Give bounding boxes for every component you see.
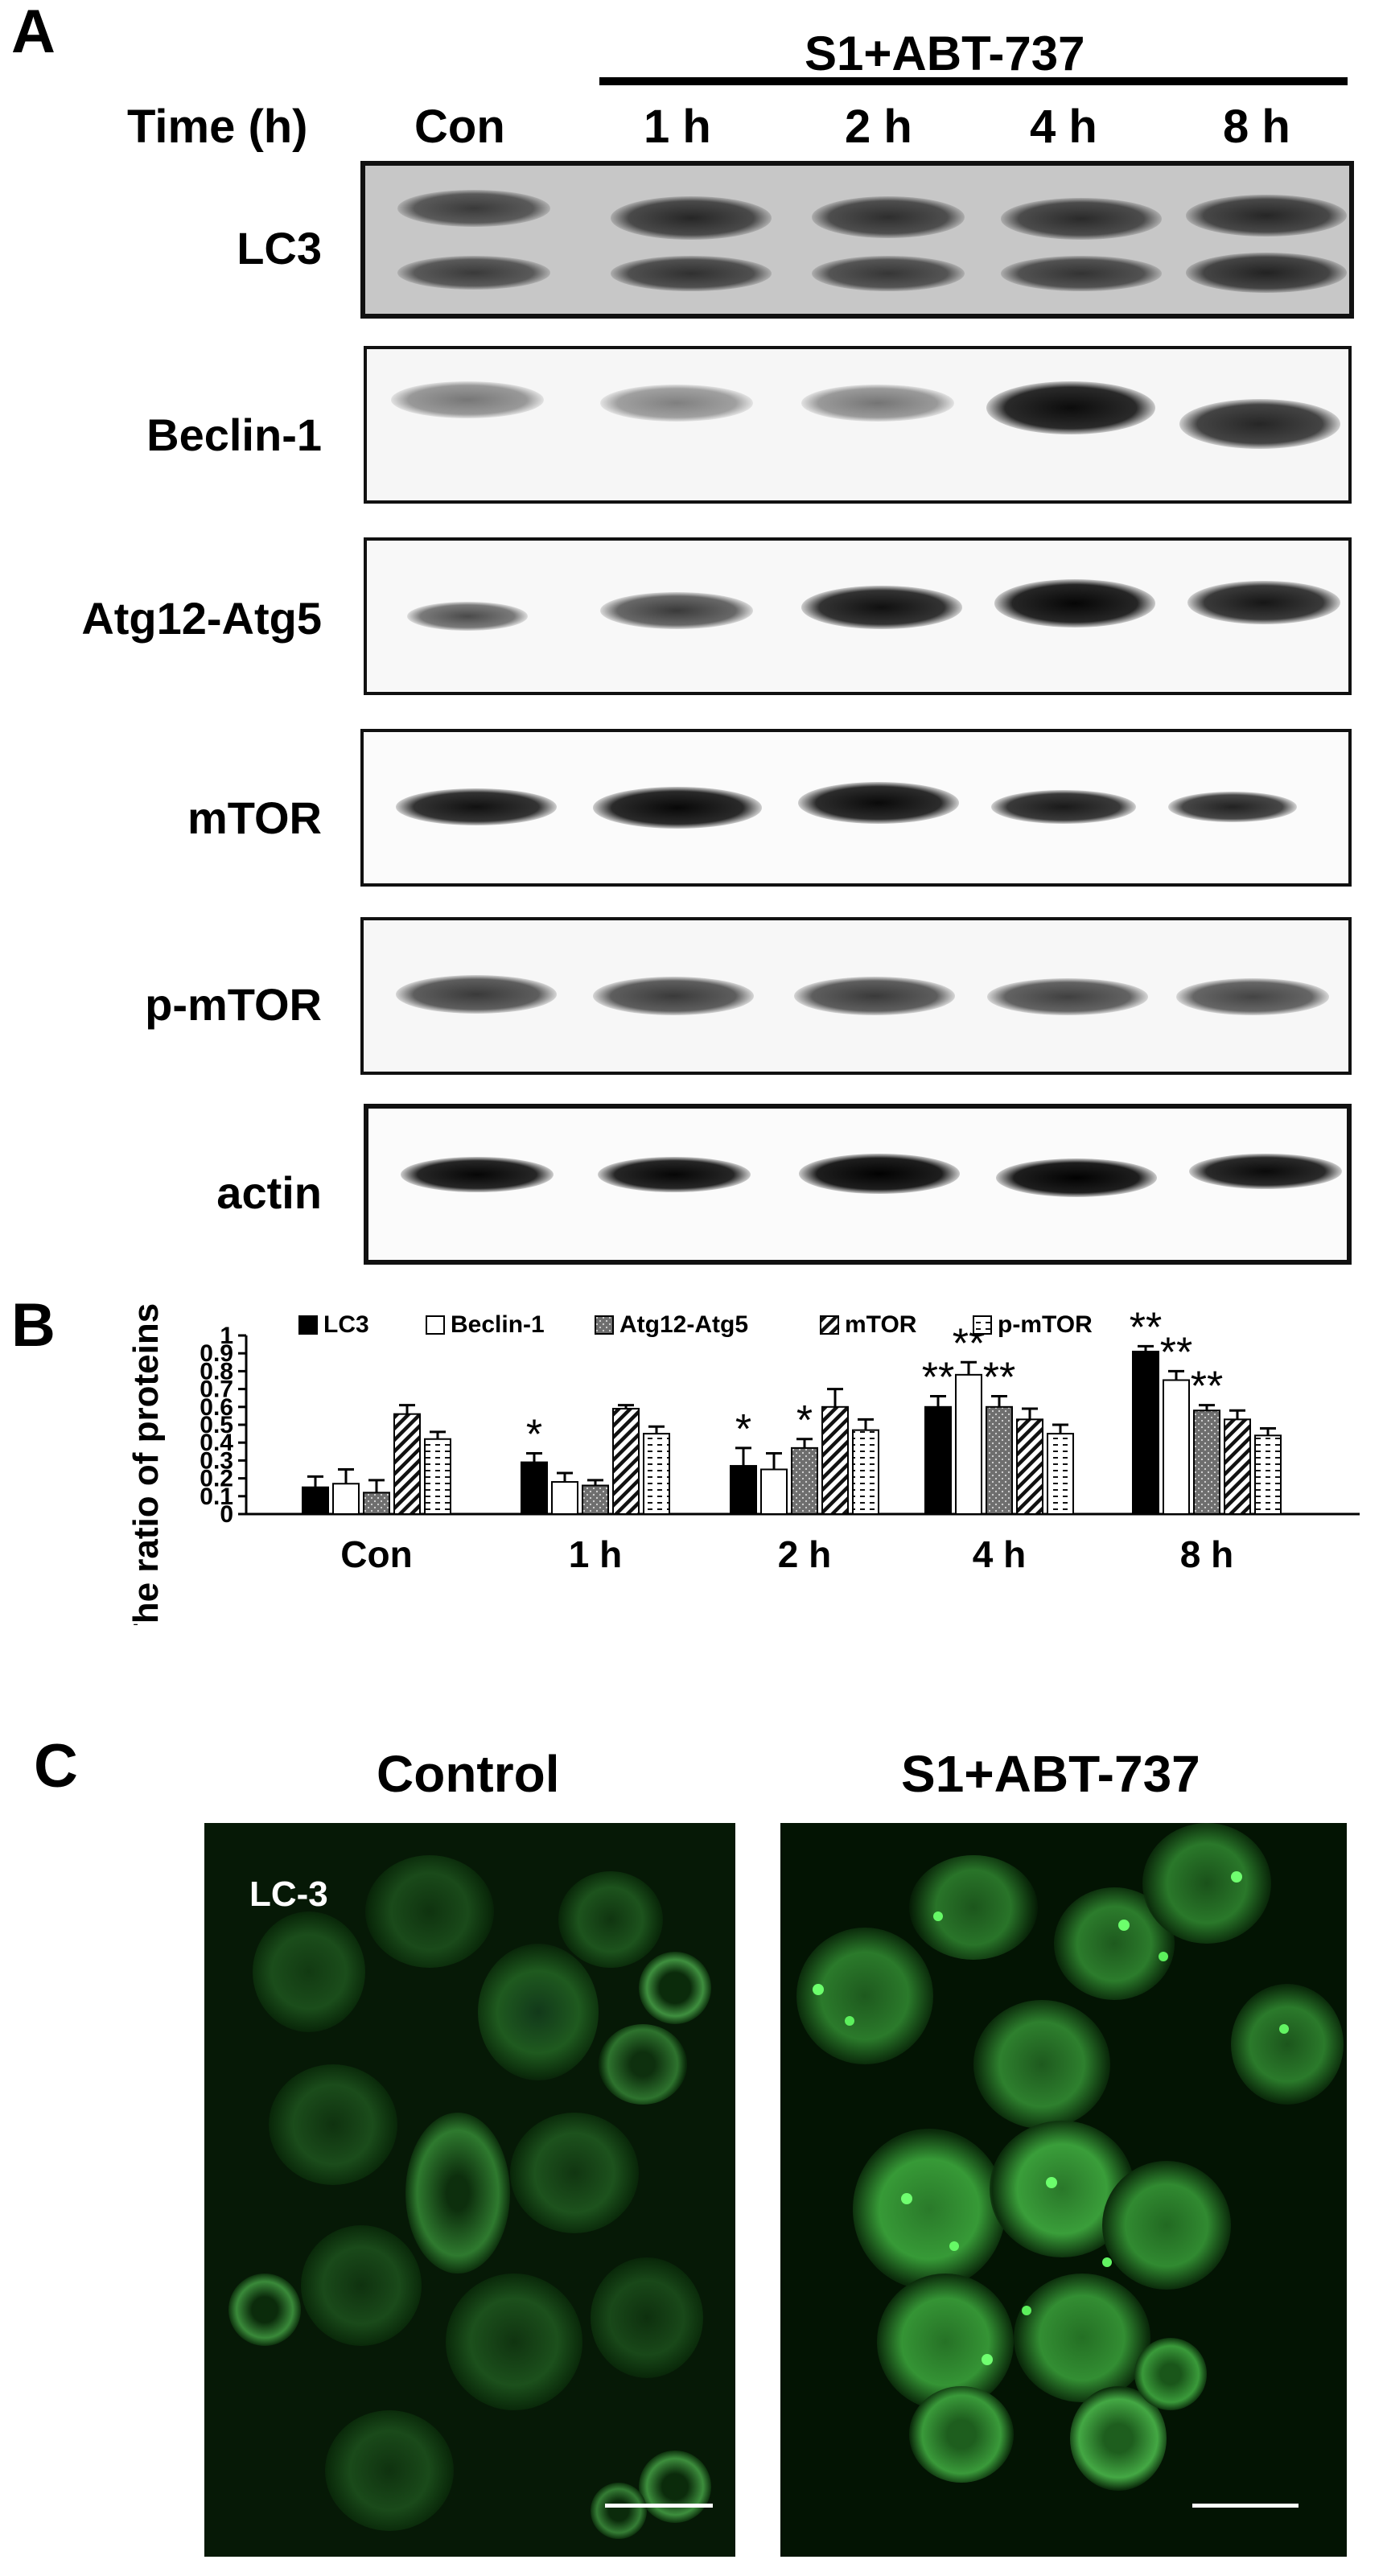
significance-mark: * — [796, 1397, 813, 1444]
scale-bar-control — [605, 2504, 713, 2508]
bar — [302, 1486, 329, 1515]
legend-label: LC3 — [323, 1311, 369, 1338]
bar-chart: 00.10.20.30.40.50.60.70.80.91 The ratio o… — [126, 1303, 1360, 1625]
blot-beclin1-image — [364, 346, 1352, 504]
legend-label: Beclin-1 — [451, 1311, 545, 1338]
x-tick-label: 8 h — [1180, 1533, 1233, 1575]
blot-p-mtor-image — [360, 917, 1352, 1075]
bar — [986, 1405, 1013, 1516]
legend-swatch — [820, 1315, 839, 1335]
x-tick-label: 4 h — [973, 1533, 1026, 1575]
y-tick-label: 0.3 — [200, 1447, 233, 1474]
bar — [643, 1433, 670, 1515]
y-tick-label: 0.9 — [200, 1340, 233, 1367]
x-tick-label: 1 h — [569, 1533, 622, 1575]
y-tick-label: 1 — [220, 1323, 233, 1349]
y-axis-label: The ratio of proteins/actin — [126, 1303, 166, 1625]
y-tick-label: 0.6 — [200, 1394, 233, 1421]
y-tick-label: 0.8 — [200, 1358, 233, 1385]
bar — [1132, 1350, 1159, 1515]
bar — [363, 1492, 390, 1515]
significance-mark: * — [735, 1406, 751, 1453]
significance-mark: ** — [1160, 1329, 1192, 1376]
blot-actin-image — [364, 1104, 1352, 1265]
y-tick-label: 0 — [220, 1501, 233, 1528]
panel-a-letter: A — [11, 0, 56, 66]
y-tick-label: 0.5 — [200, 1412, 233, 1438]
bar — [852, 1429, 879, 1516]
treated-title: S1+ABT-737 — [901, 1745, 1200, 1803]
bar — [955, 1373, 982, 1515]
panel-c-letter: C — [34, 1732, 78, 1800]
significance-mark: ** — [983, 1354, 1015, 1401]
bar — [1047, 1433, 1074, 1515]
blot-mtor-image — [360, 729, 1352, 887]
legend-swatch — [973, 1315, 992, 1335]
treatment-label: S1+ABT-737 — [805, 27, 1085, 80]
bar — [1224, 1418, 1251, 1515]
blot-label-actin: actin — [216, 1167, 322, 1218]
bar — [393, 1413, 421, 1516]
bar — [521, 1461, 548, 1515]
time-label: Time (h) — [127, 101, 308, 153]
y-tick-label: 0.1 — [200, 1483, 233, 1510]
blot-lc3-image — [360, 161, 1354, 319]
bar — [924, 1405, 952, 1516]
bar — [1016, 1418, 1043, 1515]
lane-label-1h: 1 h — [644, 101, 711, 153]
blot-label-beclin1: Beclin-1 — [146, 409, 322, 460]
significance-mark: ** — [922, 1354, 954, 1401]
y-tick-label: 0.7 — [200, 1376, 233, 1403]
bar — [791, 1446, 818, 1515]
lc3-image-label: LC-3 — [249, 1874, 328, 1914]
blot-label-mtor: mTOR — [187, 792, 322, 843]
x-tick-label: 2 h — [778, 1533, 831, 1575]
x-tick-label: Con — [340, 1533, 412, 1575]
bar — [551, 1481, 578, 1516]
bar — [424, 1438, 451, 1516]
blot-label-p-mtor: p-mTOR — [145, 979, 322, 1030]
bar — [1193, 1409, 1220, 1515]
significance-mark: * — [526, 1412, 542, 1459]
blot-label-atg12-atg5: Atg12-Atg5 — [81, 593, 322, 644]
bar — [1254, 1434, 1282, 1515]
bar — [1163, 1379, 1190, 1515]
legend-label: mTOR — [845, 1311, 917, 1338]
blot-label-lc3: LC3 — [237, 223, 322, 274]
blot-atg12-atg5-image — [364, 537, 1352, 695]
bar — [821, 1405, 849, 1516]
significance-mark: ** — [1191, 1364, 1223, 1410]
lane-label-8h: 8 h — [1223, 101, 1290, 153]
y-tick-label: 0.2 — [200, 1466, 233, 1492]
treated-micrograph — [780, 1823, 1347, 2557]
legend-swatch — [426, 1315, 445, 1335]
y-tick-label: 0.4 — [200, 1430, 233, 1456]
lane-label-2h: 2 h — [845, 101, 912, 153]
panel-b-letter: B — [11, 1291, 56, 1360]
lane-label-con: Con — [414, 101, 505, 153]
treatment-line — [599, 77, 1348, 85]
bar — [760, 1468, 788, 1515]
legend-label: p-mTOR — [998, 1311, 1093, 1338]
lane-label-4h: 4 h — [1030, 101, 1097, 153]
significance-mark: ** — [1130, 1304, 1162, 1351]
control-title: Control — [377, 1745, 560, 1803]
legend-label: Atg12-Atg5 — [619, 1311, 748, 1338]
bar — [730, 1465, 757, 1516]
bar — [582, 1484, 609, 1515]
scale-bar-treated — [1192, 2504, 1299, 2508]
legend-swatch — [595, 1315, 614, 1335]
legend-swatch — [298, 1315, 318, 1335]
bar — [612, 1408, 640, 1516]
bar — [332, 1483, 360, 1516]
control-micrograph: LC-3 — [204, 1823, 735, 2557]
